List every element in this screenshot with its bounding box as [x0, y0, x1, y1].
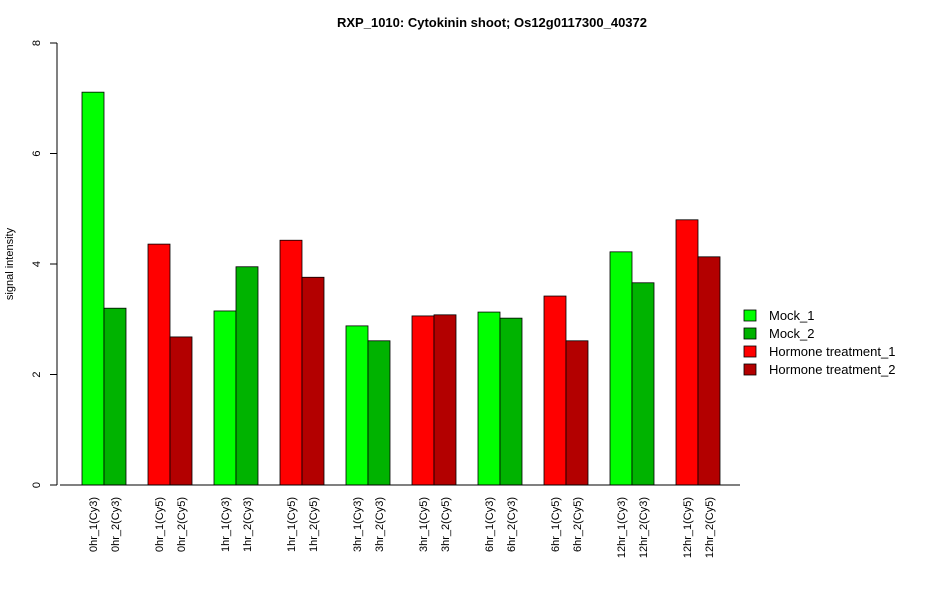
bar [499, 317, 523, 486]
x-tick-label: 12hr_1(Cy3) [616, 497, 628, 558]
bar [235, 266, 259, 486]
x-tick-label: 6hr_2(Cy3) [506, 497, 518, 552]
bar [279, 239, 303, 486]
x-tick-label: 1hr_2(Cy5) [308, 497, 320, 552]
bars [81, 91, 721, 486]
bar [81, 91, 105, 486]
legend-label: Hormone treatment_2 [769, 362, 895, 377]
x-tick-label: 0hr_2(Cy3) [110, 497, 122, 552]
y-axis: 0 2 4 6 8 [31, 40, 58, 488]
x-tick-label: 12hr_1(Cy5) [682, 497, 694, 558]
bar [411, 315, 435, 486]
bar [345, 325, 369, 486]
bar [433, 314, 457, 486]
x-tick-label: 12hr_2(Cy3) [638, 497, 650, 558]
bar [169, 336, 193, 486]
bar [697, 256, 721, 486]
x-tick-label: 6hr_1(Cy3) [484, 497, 496, 552]
legend: Mock_1 Mock_2 Hormone treatment_1 Hormone t… [743, 308, 895, 377]
legend-label: Hormone treatment_1 [769, 344, 895, 359]
x-tick-label: 3hr_2(Cy5) [440, 497, 452, 552]
y-axis-label: signal intensity [4, 227, 16, 300]
x-tick-label: 6hr_2(Cy5) [572, 497, 584, 552]
x-tick-label: 1hr_1(Cy5) [286, 497, 298, 552]
chart-title: RXP_1010: Cytokinin shoot; Os12g0117300_… [337, 15, 647, 30]
x-tick-labels: 0hr_1(Cy3) 0hr_2(Cy3) 0hr_1(Cy5) 0hr_2(Cy5)… [88, 497, 716, 558]
bar [147, 243, 171, 486]
y-tick-label: 8 [31, 40, 43, 46]
bar [477, 311, 501, 486]
legend-swatch [743, 363, 757, 376]
x-tick-label: 1hr_2(Cy3) [242, 497, 254, 552]
x-tick-label: 3hr_1(Cy3) [352, 497, 364, 552]
bar [675, 219, 699, 486]
legend-label: Mock_2 [769, 326, 815, 341]
bar [213, 310, 237, 486]
y-tick-label: 4 [31, 261, 43, 267]
x-tick-label: 0hr_2(Cy5) [176, 497, 188, 552]
legend-swatch [743, 309, 757, 322]
bar [631, 282, 655, 486]
bar [367, 340, 391, 486]
legend-swatch [743, 345, 757, 358]
x-tick-label: 6hr_1(Cy5) [550, 497, 562, 552]
x-tick-label: 1hr_1(Cy3) [220, 497, 232, 552]
bar [103, 307, 127, 486]
x-tick-label: 3hr_1(Cy5) [418, 497, 430, 552]
legend-label: Mock_1 [769, 308, 815, 323]
x-tick-label: 12hr_2(Cy5) [704, 497, 716, 558]
y-tick-label: 2 [31, 371, 43, 377]
y-tick-label: 6 [31, 150, 43, 156]
x-tick-label: 3hr_2(Cy3) [374, 497, 386, 552]
bar [301, 276, 325, 486]
x-tick-label: 0hr_1(Cy3) [88, 497, 100, 552]
legend-swatch [743, 327, 757, 340]
bar [609, 251, 633, 486]
bar [565, 340, 589, 486]
x-tick-label: 0hr_1(Cy5) [154, 497, 166, 552]
y-tick-label: 0 [31, 482, 43, 488]
bar [543, 295, 567, 486]
